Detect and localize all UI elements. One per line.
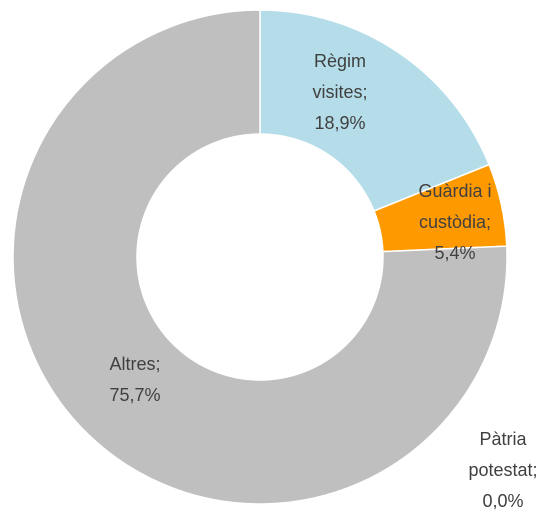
data-label: Pàtria potestat; 0,0% [459,424,547,513]
data-label: Guàrdia i custòdia; 5,4% [401,176,509,269]
category-name: Guàrdia i custòdia [418,181,492,232]
data-label: Règim visites; 18,9% [300,46,380,139]
label-separator: ; [532,460,538,480]
label-separator: ; [362,82,368,102]
donut-slice [259,9,491,212]
label-separator: ; [486,212,492,232]
donut-slice [12,9,508,505]
category-name: Altres [109,354,156,374]
value-label: 18,9% [314,113,366,133]
value-label: 75,7% [109,385,161,405]
label-separator: ; [155,354,161,374]
category-name: Pàtria potestat [468,429,533,480]
value-label: 0,0% [482,491,524,511]
value-label: 5,4% [434,243,476,263]
data-label: Altres; 75,7% [95,349,175,411]
category-name: Règim visites [312,51,366,102]
